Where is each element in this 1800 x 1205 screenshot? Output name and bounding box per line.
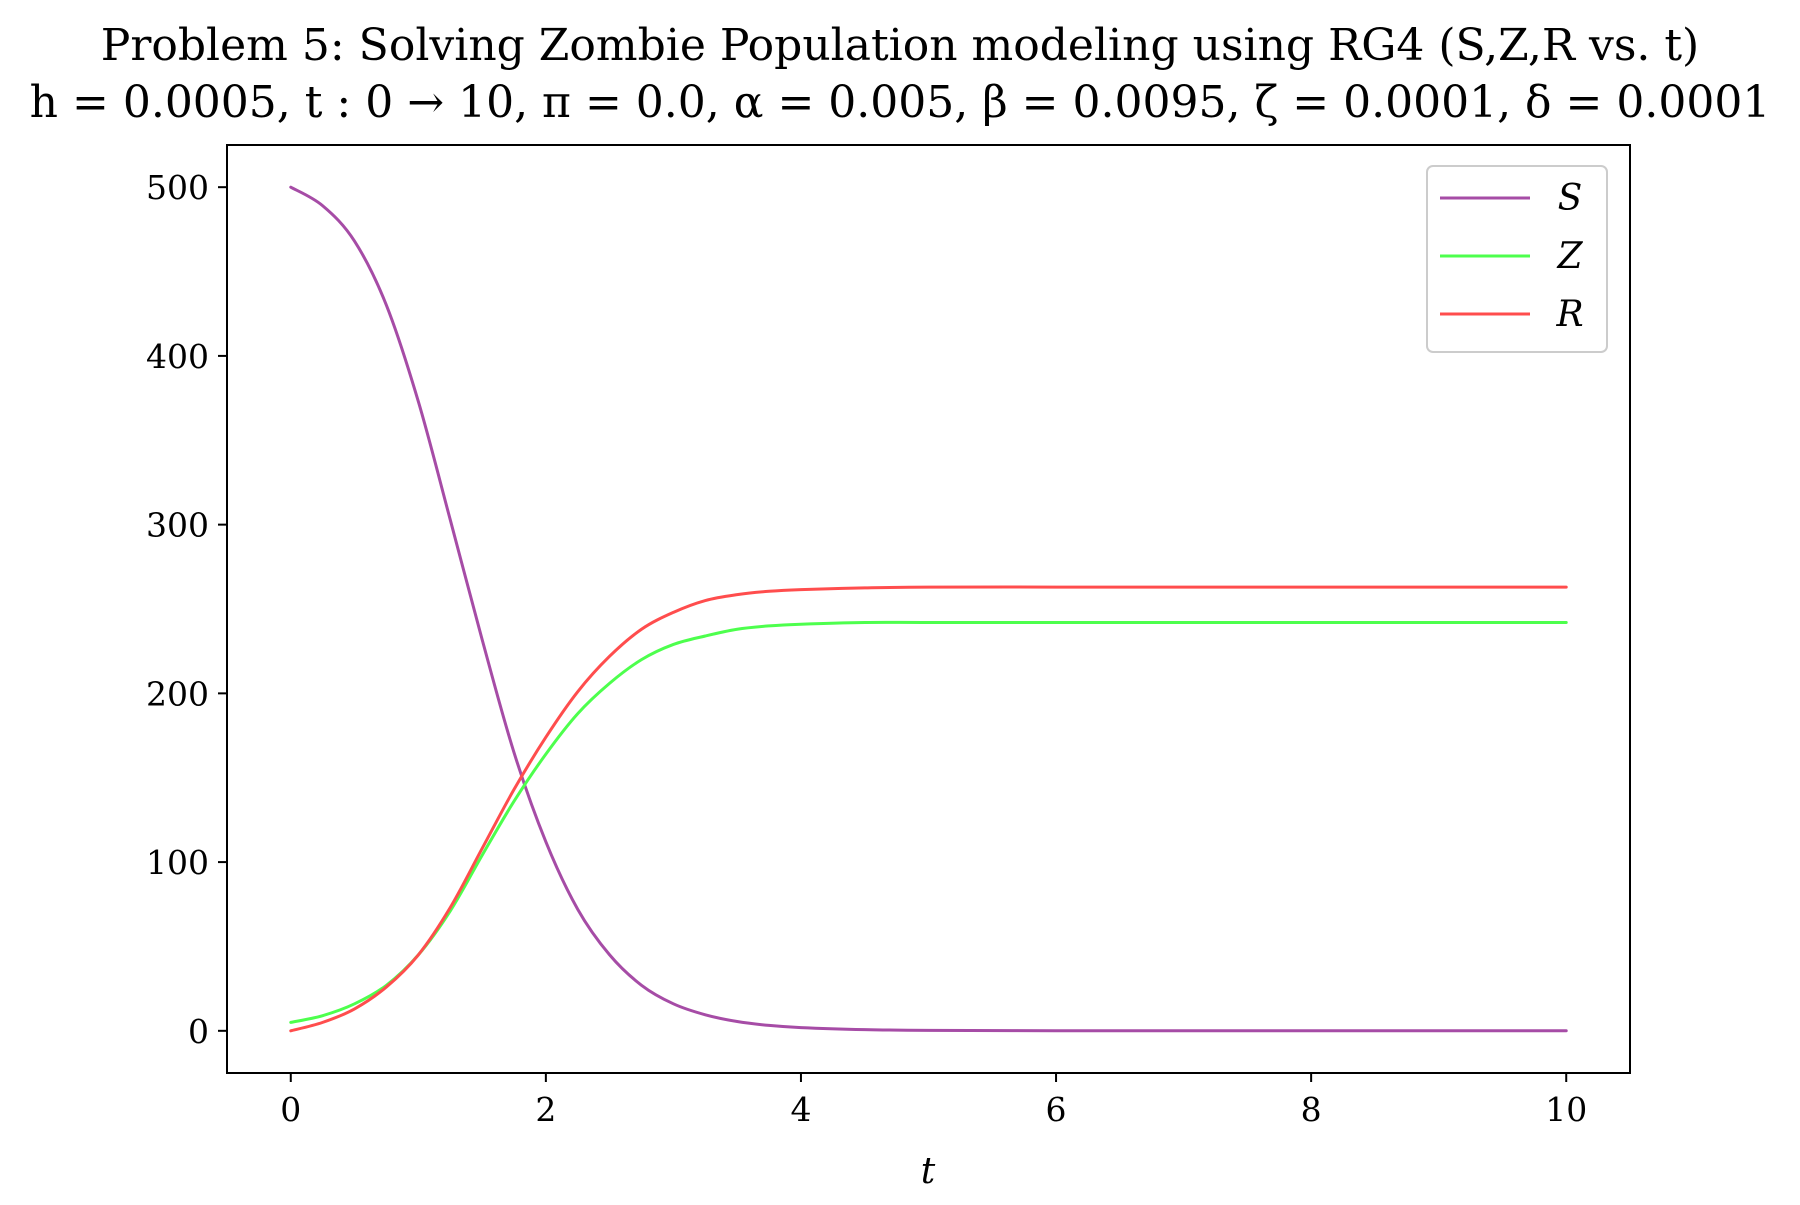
y-tick-label: 300 — [146, 506, 209, 545]
chart-title-line-2: h = 0.0005, t : 0 → 10, π = 0.0, α = 0.0… — [30, 77, 1771, 128]
chart-title-line-1: Problem 5: Solving Zombie Population mod… — [101, 20, 1699, 71]
plot-area-frame — [226, 144, 1631, 1074]
legend-label-r: R — [1555, 294, 1583, 335]
y-tick-label: 100 — [146, 843, 209, 882]
legend-box — [1426, 165, 1608, 353]
y-axis-ticks: 0 100 200 300 400 500 — [146, 168, 227, 1051]
series-line-z — [289, 620, 1568, 1024]
x-tick-label: 8 — [1301, 1090, 1322, 1129]
y-tick-label: 0 — [188, 1012, 209, 1051]
y-tick-label: 400 — [146, 337, 209, 376]
x-tick-label: 0 — [280, 1090, 301, 1129]
y-tick-label: 200 — [146, 674, 209, 713]
x-tick-label: 4 — [790, 1090, 811, 1129]
legend: SZR — [1426, 165, 1608, 353]
x-axis-ticks: 0 2 4 6 8 10 — [280, 1073, 1587, 1129]
series-line-s — [289, 185, 1568, 1033]
x-tick-label: 2 — [535, 1090, 556, 1129]
legend-label-z: Z — [1556, 236, 1583, 277]
series-lines — [289, 185, 1568, 1033]
x-axis-label: t — [921, 1151, 936, 1192]
y-tick-label: 500 — [146, 168, 209, 207]
x-tick-label: 10 — [1545, 1090, 1587, 1129]
x-tick-label: 6 — [1046, 1090, 1067, 1129]
series-line-r — [289, 585, 1568, 1033]
legend-label-s: S — [1558, 178, 1583, 219]
